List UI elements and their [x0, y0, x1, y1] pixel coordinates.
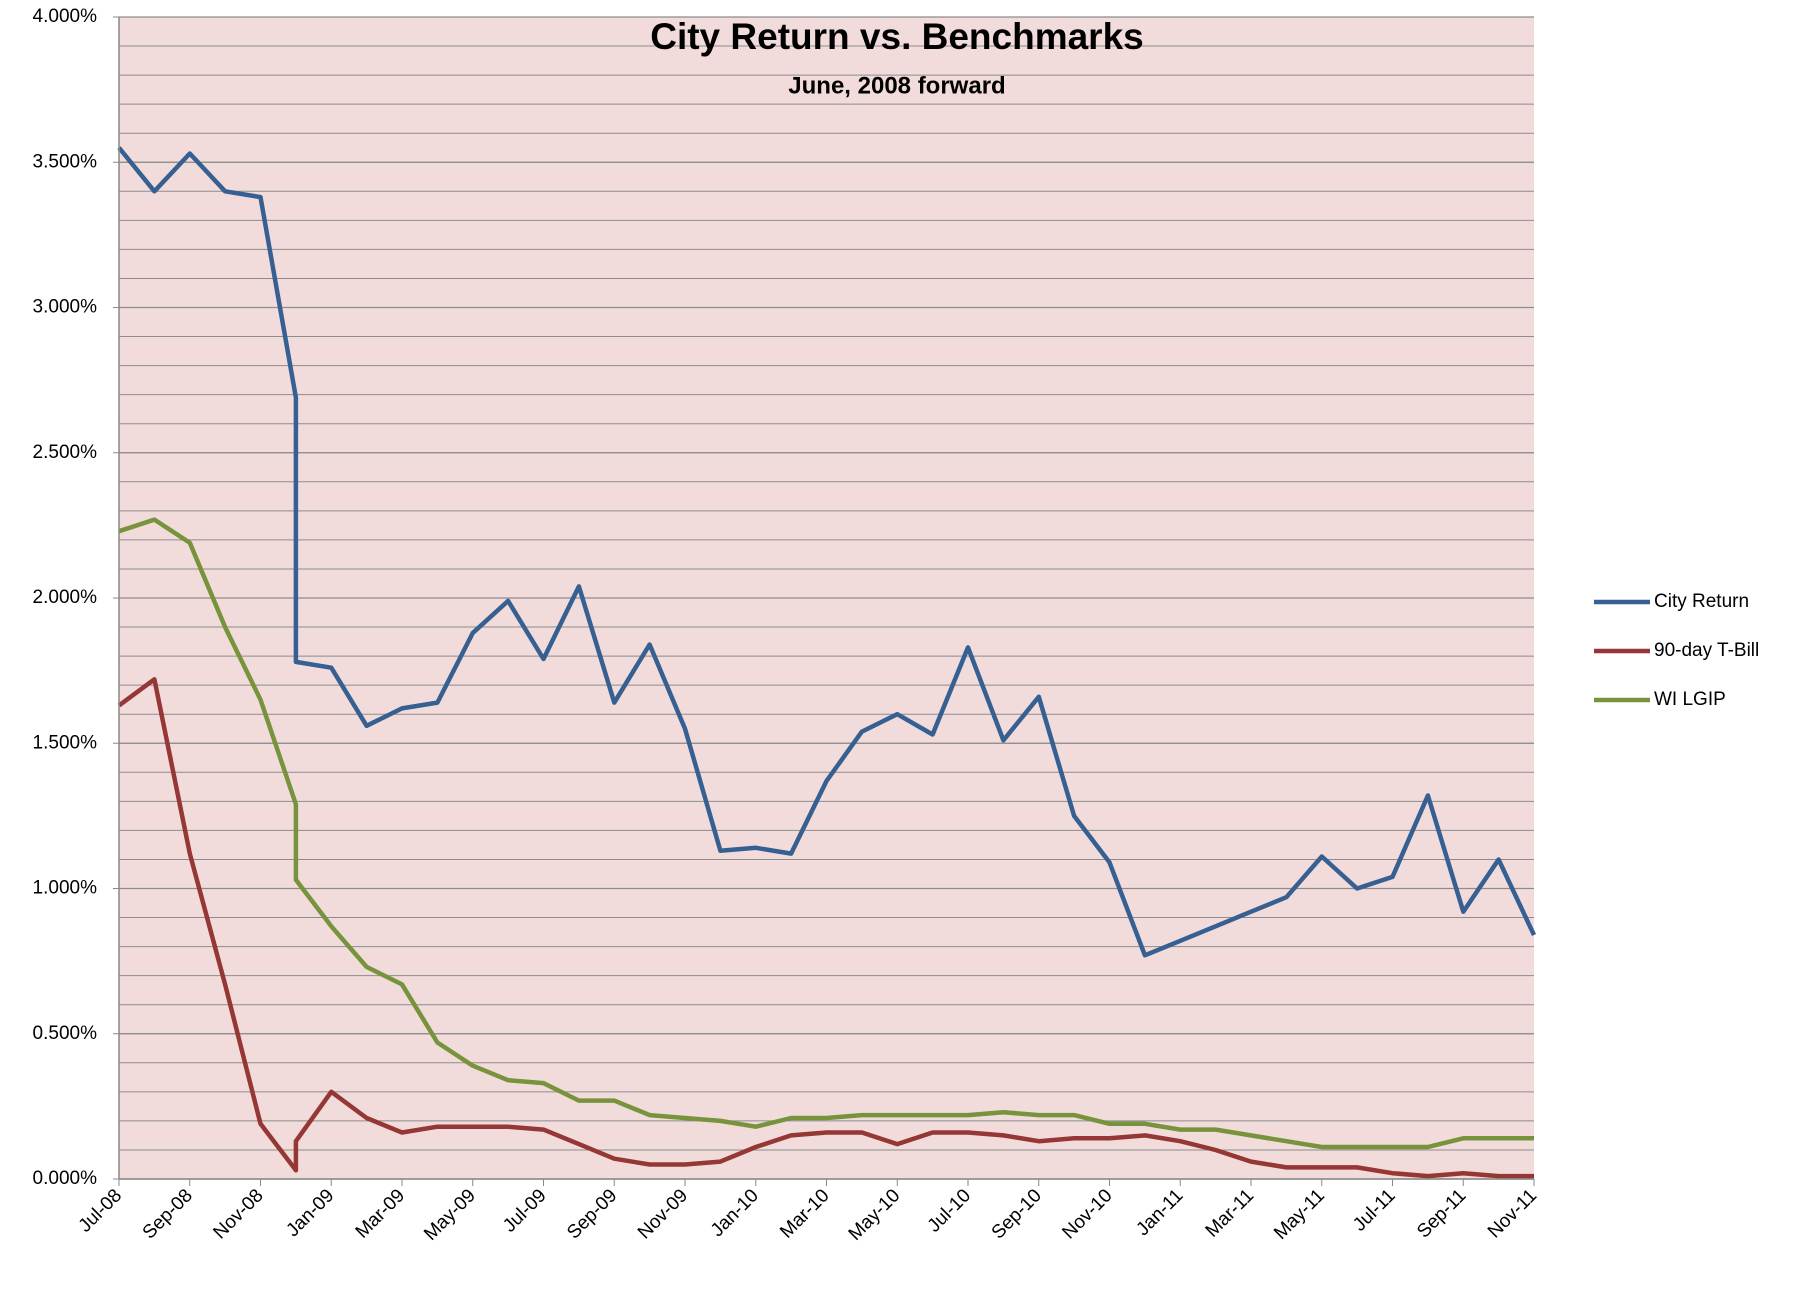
legend-label: WI LGIP: [1654, 689, 1726, 710]
y-tick-label: 3.500%: [33, 151, 98, 172]
x-tick-label: Mar-09: [352, 1185, 409, 1242]
chart-subtitle: June, 2008 forward: [788, 72, 1005, 99]
series-line: [118, 517, 1534, 1150]
x-tick-label: Jul-10: [924, 1185, 975, 1236]
y-tick-label: 0.500%: [33, 1023, 98, 1044]
chart-title: City Return vs. Benchmarks: [650, 16, 1144, 57]
y-tick-label: 2.000%: [33, 587, 98, 608]
series-line: [117, 677, 1534, 1179]
x-tick-label: Nov-11: [1484, 1185, 1541, 1242]
series-line: [117, 146, 1537, 958]
x-tick-label: Jul-11: [1349, 1185, 1399, 1235]
x-tick-label: Sep-08: [139, 1185, 197, 1243]
legend-label: 90-day T-Bill: [1654, 640, 1759, 661]
y-tick-label: 1.500%: [33, 732, 98, 753]
x-tick-label: Mar-11: [1202, 1185, 1258, 1241]
x-tick-label: Jan-10: [707, 1185, 763, 1241]
x-tick-label: Nov-10: [1058, 1185, 1116, 1243]
y-tick-label: 0.000%: [33, 1168, 98, 1189]
x-tick-label: May-10: [845, 1185, 905, 1245]
x-tick-label: May-11: [1270, 1185, 1329, 1244]
x-tick-label: Sep-09: [563, 1185, 621, 1243]
x-tick-label: Jan-09: [282, 1185, 338, 1241]
y-tick-label: 2.500%: [33, 442, 98, 463]
x-tick-label: Jan-11: [1132, 1185, 1187, 1240]
x-tick-label: Nov-08: [209, 1185, 267, 1243]
x-tick-label: Jul-09: [499, 1185, 550, 1236]
x-tick-label: May-09: [420, 1185, 480, 1245]
legend-label: City Return: [1654, 591, 1749, 612]
x-tick-label: Jul-08: [75, 1185, 126, 1236]
y-tick-label: 1.000%: [33, 878, 98, 899]
x-tick-label: Sep-11: [1413, 1185, 1470, 1242]
y-tick-label: 4.000%: [33, 6, 98, 27]
x-tick-label: Mar-10: [776, 1185, 833, 1242]
x-tick-label: Nov-09: [634, 1185, 692, 1243]
y-tick-label: 3.000%: [33, 297, 98, 318]
x-tick-label: Sep-10: [988, 1185, 1046, 1243]
